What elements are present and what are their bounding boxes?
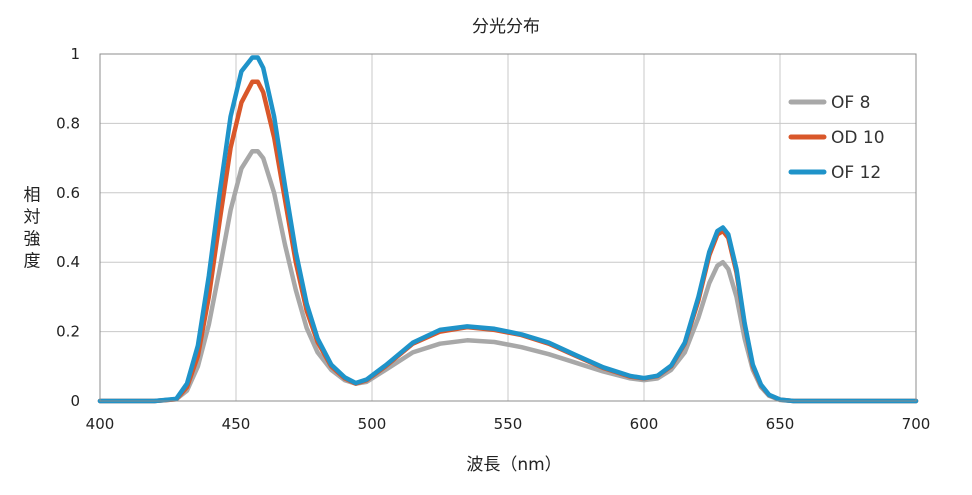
y-axis-label-char: 強 (24, 230, 41, 250)
legend-label: OF 12 (831, 163, 881, 183)
series-line-1 (97, 148, 919, 404)
y-tick-label: 0.6 (56, 184, 80, 202)
y-axis-label-char: 相 (24, 186, 41, 206)
grid-lines (100, 54, 916, 401)
series-lines (97, 55, 919, 404)
x-tick-label: 650 (766, 415, 795, 433)
x-tick-label: 600 (630, 415, 659, 433)
legend-label: OD 10 (831, 128, 885, 148)
y-tick-label: 0.2 (56, 323, 80, 341)
x-tick-label: 400 (86, 415, 115, 433)
x-tick-label: 700 (902, 415, 931, 433)
legend: OF 8 OD 10 OF 12 (788, 93, 885, 183)
plot-frame (99, 53, 917, 402)
x-axis-label: 波長（nm） (466, 455, 561, 475)
tick-labels: 400 450 500 550 600 650 700 0 0.2 0.4 0.6 0.8 1 (56, 45, 930, 433)
legend-label: OF 8 (831, 93, 870, 113)
y-tick-label: 0.4 (56, 253, 80, 271)
x-tick-label: 550 (494, 415, 523, 433)
y-tick-label: 0 (70, 392, 80, 410)
series-line-3 (97, 55, 919, 404)
chart-title: 分光分布 (472, 17, 540, 37)
y-axis-label-char: 対 (24, 208, 41, 228)
y-axis-label-char: 度 (24, 252, 41, 272)
x-tick-label: 450 (222, 415, 251, 433)
x-tick-label: 500 (358, 415, 387, 433)
y-tick-label: 0.8 (56, 114, 80, 132)
y-tick-label: 1 (70, 45, 80, 63)
